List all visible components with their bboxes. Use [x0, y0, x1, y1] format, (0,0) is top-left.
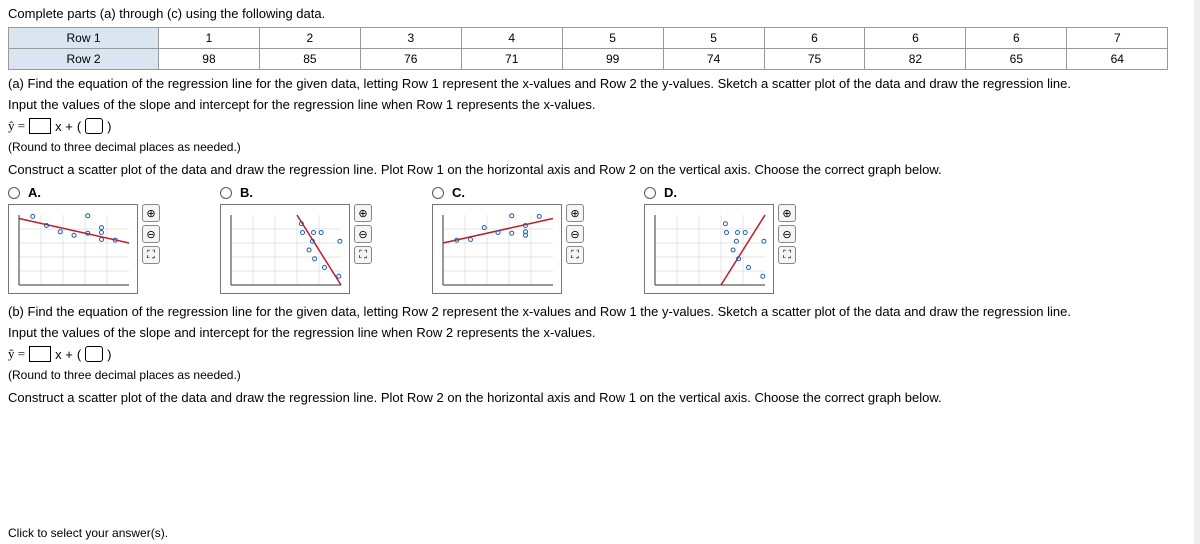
- intro-text: Complete parts (a) through (c) using the…: [8, 6, 1192, 21]
- table-row: Row 2 98 85 76 71 99 74 75 82 65 64: [9, 49, 1168, 70]
- radio-a[interactable]: [8, 187, 20, 199]
- radio-d[interactable]: [644, 187, 656, 199]
- part-b-text3: Construct a scatter plot of the data and…: [8, 390, 1192, 405]
- option-a[interactable]: A. ⊕ ⊖ ⛶: [8, 185, 160, 294]
- data-table: Row 1 1 2 3 4 5 5 6 6 6 7 Row 2 98 85 76…: [8, 27, 1168, 70]
- zoom-out-icon[interactable]: ⊖: [778, 225, 796, 243]
- table-row: Row 1 1 2 3 4 5 5 6 6 6 7: [9, 28, 1168, 49]
- plot-c: [432, 204, 562, 294]
- option-label: D.: [664, 185, 677, 200]
- part-a-text1: (a) Find the equation of the regression …: [8, 76, 1192, 91]
- part-b-text2: Input the values of the slope and interc…: [8, 325, 1192, 340]
- zoom-in-icon[interactable]: ⊕: [778, 204, 796, 222]
- part-a-text3: Construct a scatter plot of the data and…: [8, 162, 1192, 177]
- plot-a: [8, 204, 138, 294]
- yhat-label: ŷ =: [8, 346, 25, 362]
- expand-icon[interactable]: ⛶: [566, 246, 584, 264]
- expand-icon[interactable]: ⛶: [142, 246, 160, 264]
- intercept-input-b[interactable]: [85, 346, 103, 362]
- row2-label: Row 2: [9, 49, 159, 70]
- plot-b: [220, 204, 350, 294]
- plot-d: [644, 204, 774, 294]
- expand-icon[interactable]: ⛶: [354, 246, 372, 264]
- row1-label: Row 1: [9, 28, 159, 49]
- zoom-in-icon[interactable]: ⊕: [566, 204, 584, 222]
- option-c[interactable]: C. ⊕ ⊖ ⛶: [432, 185, 584, 294]
- zoom-in-icon[interactable]: ⊕: [142, 204, 160, 222]
- plots-row: A. ⊕ ⊖ ⛶ B. ⊕ ⊖ ⛶ C.: [8, 185, 1192, 294]
- zoom-out-icon[interactable]: ⊖: [142, 225, 160, 243]
- zoom-in-icon[interactable]: ⊕: [354, 204, 372, 222]
- slope-input-b[interactable]: [29, 346, 51, 362]
- footer-text[interactable]: Click to select your answer(s).: [8, 526, 168, 540]
- zoom-out-icon[interactable]: ⊖: [566, 225, 584, 243]
- radio-c[interactable]: [432, 187, 444, 199]
- round-note-b: (Round to three decimal places as needed…: [8, 368, 1192, 382]
- yhat-label: ŷ =: [8, 118, 25, 134]
- equation-a: ŷ = x + (): [8, 118, 1192, 134]
- slope-input-a[interactable]: [29, 118, 51, 134]
- option-b[interactable]: B. ⊕ ⊖ ⛶: [220, 185, 372, 294]
- part-a-text2: Input the values of the slope and interc…: [8, 97, 1192, 112]
- radio-b[interactable]: [220, 187, 232, 199]
- option-d[interactable]: D. ⊕ ⊖ ⛶: [644, 185, 796, 294]
- intercept-input-a[interactable]: [85, 118, 103, 134]
- scrollbar[interactable]: [1194, 0, 1200, 544]
- round-note-a: (Round to three decimal places as needed…: [8, 140, 1192, 154]
- part-b-text1: (b) Find the equation of the regression …: [8, 304, 1192, 319]
- equation-b: ŷ = x + (): [8, 346, 1192, 362]
- option-label: A.: [28, 185, 41, 200]
- option-label: B.: [240, 185, 253, 200]
- expand-icon[interactable]: ⛶: [778, 246, 796, 264]
- zoom-out-icon[interactable]: ⊖: [354, 225, 372, 243]
- option-label: C.: [452, 185, 465, 200]
